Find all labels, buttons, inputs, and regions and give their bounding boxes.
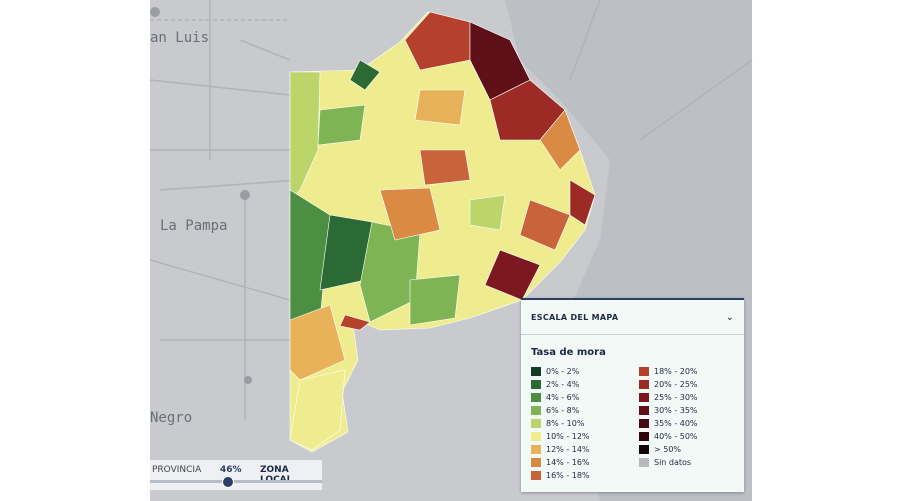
legend-label: 18% - 20% — [654, 367, 698, 376]
legend-label: 4% - 6% — [546, 393, 580, 402]
legend-swatch — [639, 458, 649, 467]
legend-item: 35% - 40% — [639, 419, 698, 428]
legend-label: 0% - 2% — [546, 367, 580, 376]
legend-label: > 50% — [654, 445, 682, 454]
province — [289, 11, 596, 453]
legend-item: 25% - 30% — [639, 393, 698, 402]
slider-left-label: PROVINCIA — [152, 465, 202, 475]
legend-label: 35% - 40% — [654, 419, 698, 428]
city-marker — [240, 190, 250, 200]
map-label: an Luis — [150, 30, 209, 46]
legend-panel: ESCALA DEL MAPA ⌄ Tasa de mora 0% - 2% 2%… — [521, 298, 744, 492]
legend-subtitle: Tasa de mora — [531, 347, 606, 358]
legend-label: 6% - 8% — [546, 406, 580, 415]
legend-item: 30% - 35% — [639, 406, 698, 415]
legend-label: 20% - 25% — [654, 380, 698, 389]
legend-swatch — [639, 380, 649, 389]
slider-handle[interactable] — [222, 476, 234, 488]
roads — [149, 0, 753, 420]
slider-value: 46% — [220, 465, 242, 475]
legend-label: 40% - 50% — [654, 432, 698, 441]
legend-label: 25% - 30% — [654, 393, 698, 402]
legend-swatch — [639, 445, 649, 454]
city-marker — [150, 7, 160, 17]
slider-track — [150, 480, 322, 483]
legend-item: 12% - 14% — [531, 445, 590, 454]
legend-label: 8% - 10% — [546, 419, 585, 428]
legend-swatch — [531, 380, 541, 389]
legend-item: Sin datos — [639, 458, 691, 467]
legend-label: 30% - 35% — [654, 406, 698, 415]
legend-swatch — [639, 419, 649, 428]
map-label: Negro — [150, 410, 192, 426]
legend-swatch — [531, 471, 541, 480]
legend-title: ESCALA DEL MAPA — [531, 312, 619, 322]
slider: PROVINCIA 46% ZONA LOCAL — [150, 460, 322, 490]
chevron-icon[interactable]: ⌄ — [725, 311, 734, 323]
legend-item: 8% - 10% — [531, 419, 584, 428]
map-label: La Pampa — [160, 218, 227, 234]
legend-swatch — [639, 406, 649, 415]
legend-item: 16% - 18% — [531, 471, 590, 480]
legend-swatch — [531, 419, 541, 428]
legend-label: 2% - 4% — [546, 380, 580, 389]
legend-swatch — [531, 445, 541, 454]
legend-label: 14% - 16% — [546, 458, 590, 467]
legend-swatch — [531, 406, 541, 415]
legend-item: 10% - 12% — [531, 432, 590, 441]
legend-item: 20% - 25% — [639, 380, 698, 389]
legend-item: 2% - 4% — [531, 380, 579, 389]
legend-item: 4% - 6% — [531, 393, 579, 402]
legend-item: > 50% — [639, 445, 681, 454]
legend-item: 40% - 50% — [639, 432, 698, 441]
legend-header[interactable]: ESCALA DEL MAPA ⌄ — [521, 300, 744, 335]
legend-item: 0% - 2% — [531, 367, 579, 376]
legend-swatch — [531, 393, 541, 402]
legend-item: 6% - 8% — [531, 406, 579, 415]
legend-item: 18% - 20% — [639, 367, 698, 376]
legend-swatch — [639, 432, 649, 441]
legend-label: 12% - 14% — [546, 445, 590, 454]
legend-label: Sin datos — [654, 458, 692, 467]
legend-swatch — [639, 367, 649, 376]
legend-swatch — [531, 367, 541, 376]
city-marker — [244, 376, 252, 384]
legend-swatch — [531, 432, 541, 441]
legend-label: 16% - 18% — [546, 471, 590, 480]
legend-swatch — [639, 393, 649, 402]
legend-swatch — [531, 458, 541, 467]
legend-item: 14% - 16% — [531, 458, 590, 467]
legend-label: 10% - 12% — [546, 432, 590, 441]
